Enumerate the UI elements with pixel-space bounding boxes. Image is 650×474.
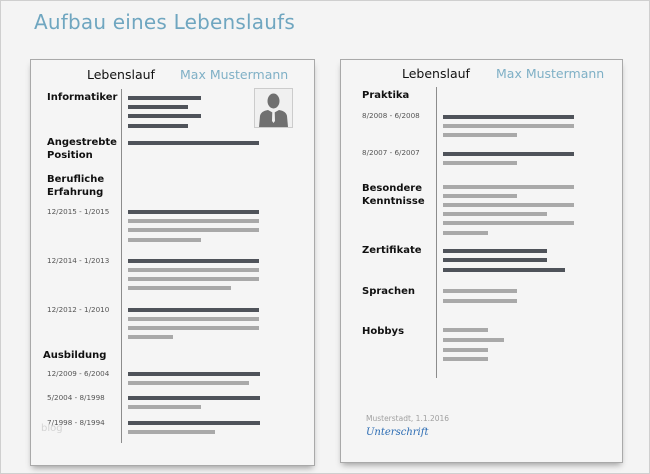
text-line-bar	[443, 231, 488, 235]
date-label: 5/2004 - 8/1998	[47, 393, 105, 402]
text-line-bar	[128, 381, 249, 385]
place-date: Musterstadt, 1.1.2016	[366, 414, 450, 423]
photo-placeholder	[254, 88, 293, 128]
page-2-name: Max Mustermann	[496, 66, 605, 81]
text-line-bar	[443, 328, 488, 332]
section-position: Position	[47, 150, 93, 161]
text-line-bar	[128, 405, 201, 409]
text-line-bar	[443, 338, 504, 342]
date-label: 8/2008 - 6/2008	[362, 111, 420, 120]
text-line-bar	[128, 219, 259, 223]
text-line-bar	[443, 124, 574, 128]
text-line-bar	[443, 194, 517, 198]
text-line-bar	[128, 286, 231, 290]
heading-line-bar	[128, 421, 260, 425]
page-1-name: Max Mustermann	[180, 67, 289, 82]
heading-line-bar	[443, 268, 565, 272]
section-erfahrung: Erfahrung	[47, 187, 104, 198]
heading-line-bar	[128, 124, 188, 128]
section-hobbys: Hobbys	[362, 326, 405, 337]
page-2-divider	[436, 87, 437, 378]
text-line-bar	[443, 203, 574, 207]
text-line-bar	[128, 326, 259, 330]
text-line-bar	[128, 238, 201, 242]
heading-line-bar	[443, 115, 574, 119]
text-line-bar	[443, 289, 517, 293]
section-zertifikate: Zertifikate	[362, 245, 422, 256]
heading-line-bar	[443, 258, 547, 262]
person-silhouette-icon	[259, 93, 288, 127]
text-line-bar	[128, 268, 259, 272]
date-label: 8/2007 - 6/2007	[362, 148, 420, 157]
diagram-title: Aufbau eines Lebenslaufs	[34, 10, 295, 34]
date-label: 12/2014 - 1/2013	[47, 256, 110, 265]
section-sprachen: Sprachen	[362, 286, 415, 297]
text-line-bar	[128, 335, 173, 339]
text-line-bar	[443, 185, 574, 189]
date-label: 12/2009 - 6/2004	[47, 369, 110, 378]
date-label: 12/2015 - 1/2015	[47, 207, 110, 216]
heading-line-bar	[128, 372, 260, 376]
watermark: blog	[41, 423, 63, 434]
page-1-heading: Lebenslauf	[87, 67, 155, 82]
heading-line-bar	[128, 308, 259, 312]
section-berufliche: Berufliche	[47, 174, 105, 185]
text-line-bar	[443, 161, 517, 165]
text-line-bar	[128, 277, 259, 281]
text-line-bar	[128, 317, 259, 321]
page-2-heading: Lebenslauf	[402, 66, 470, 81]
section-praktika: Praktika	[362, 90, 410, 101]
text-line-bar	[128, 430, 215, 434]
text-line-bar	[443, 133, 517, 137]
heading-line-bar	[128, 96, 201, 100]
heading-line-bar	[128, 210, 259, 214]
heading-line-bar	[128, 396, 260, 400]
text-line-bar	[128, 228, 259, 232]
date-label: 12/2012 - 1/2010	[47, 305, 110, 314]
heading-line-bar	[128, 114, 201, 118]
text-line-bar	[443, 221, 574, 225]
date-label: 7/1998 - 8/1994	[47, 418, 105, 427]
signature: Unterschrift	[366, 427, 429, 438]
heading-line-bar	[128, 105, 188, 109]
heading-line-bar	[128, 141, 259, 145]
heading-line-bar	[443, 152, 574, 156]
section-besondere: Besondere	[362, 183, 422, 194]
section-angestrebte: Angestrebte	[47, 137, 117, 148]
page-1-divider	[121, 89, 122, 443]
section-kenntnisse: Kenntnisse	[362, 196, 425, 207]
text-line-bar	[443, 299, 517, 303]
heading-line-bar	[128, 259, 259, 263]
text-line-bar	[443, 212, 547, 216]
text-line-bar	[443, 357, 488, 361]
section-informatiker: Informatiker	[47, 92, 118, 103]
text-line-bar	[443, 348, 488, 352]
section-ausbildung: Ausbildung	[43, 350, 107, 361]
heading-line-bar	[443, 249, 547, 253]
